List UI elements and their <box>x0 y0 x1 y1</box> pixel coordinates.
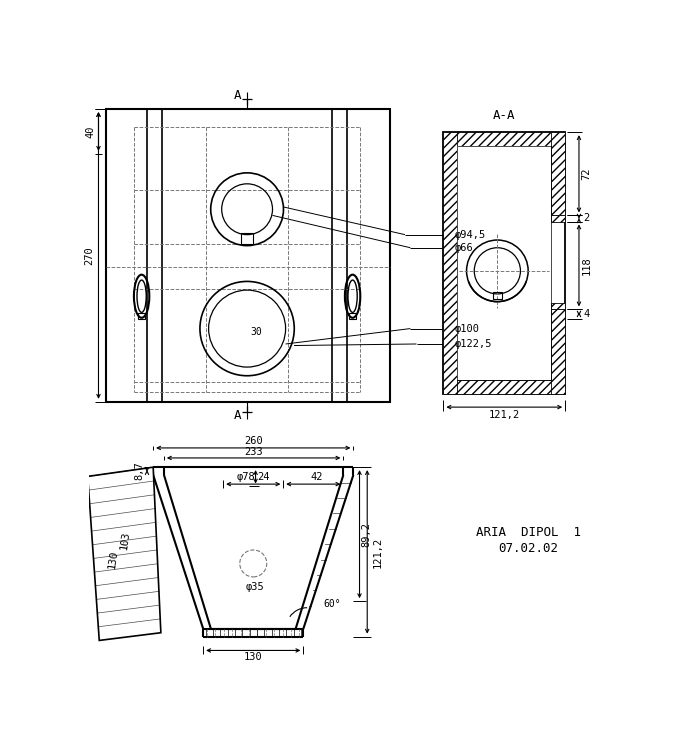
Text: 07.02.02: 07.02.02 <box>498 542 558 554</box>
Text: 103: 103 <box>118 530 131 551</box>
Text: φ78: φ78 <box>236 472 255 482</box>
Text: 42: 42 <box>311 472 323 482</box>
Text: 89,2: 89,2 <box>361 521 372 547</box>
Bar <box>444 133 565 146</box>
Bar <box>444 380 565 394</box>
Bar <box>444 133 565 394</box>
Polygon shape <box>88 467 161 640</box>
Text: A-A: A-A <box>493 109 515 122</box>
Text: 2: 2 <box>584 213 590 223</box>
Text: 40: 40 <box>86 125 96 138</box>
Bar <box>457 146 552 380</box>
Text: 130: 130 <box>107 550 120 569</box>
Bar <box>457 146 552 380</box>
Text: 121,2: 121,2 <box>372 536 382 568</box>
Bar <box>552 309 565 394</box>
Text: 130: 130 <box>244 652 262 662</box>
Bar <box>106 109 389 401</box>
Text: 121,2: 121,2 <box>489 410 520 420</box>
Bar <box>138 313 146 319</box>
Text: ARIA  DIPOL  1: ARIA DIPOL 1 <box>476 526 581 539</box>
Text: 72: 72 <box>582 168 591 180</box>
Text: 4: 4 <box>584 309 590 319</box>
Bar <box>349 313 356 319</box>
Text: 8,7: 8,7 <box>134 461 144 480</box>
Text: 233: 233 <box>244 447 262 457</box>
Text: 60°: 60° <box>323 599 341 609</box>
Bar <box>444 133 457 394</box>
Text: φ122,5: φ122,5 <box>455 339 493 349</box>
Text: φ100: φ100 <box>455 324 480 333</box>
Text: 24: 24 <box>257 472 270 482</box>
Text: A: A <box>234 89 241 102</box>
Text: 260: 260 <box>244 436 262 446</box>
Text: 118: 118 <box>582 256 591 275</box>
Text: φ94,5: φ94,5 <box>455 230 486 240</box>
Text: φ35: φ35 <box>246 581 264 592</box>
Text: φ66: φ66 <box>455 243 474 252</box>
Bar <box>493 291 502 300</box>
Bar <box>552 133 565 216</box>
Text: 270: 270 <box>84 246 95 265</box>
Text: 30: 30 <box>251 327 262 338</box>
Text: A: A <box>234 409 241 422</box>
Bar <box>552 216 565 222</box>
Bar <box>552 303 565 309</box>
Bar <box>241 233 253 244</box>
